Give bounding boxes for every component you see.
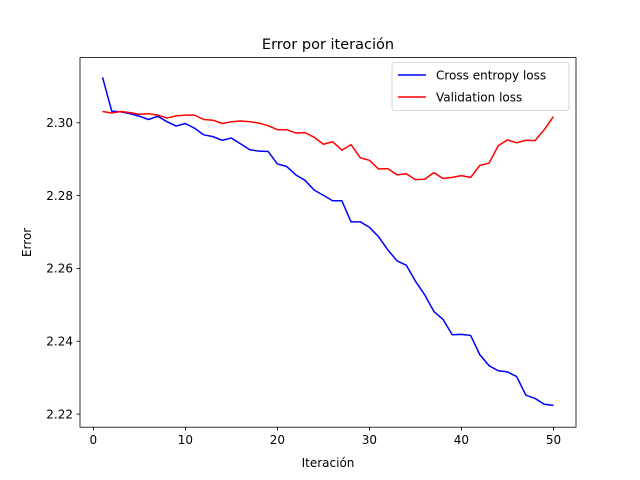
legend-box (391, 62, 570, 111)
x-tick-label: 10 (178, 433, 193, 447)
y-tick-label: 2.26 (46, 262, 73, 276)
x-axis-title: Iteración (302, 456, 355, 470)
y-axis: 2.22 2.24 2.26 2.28 2.30 (46, 116, 80, 421)
plot-lines (101, 77, 555, 407)
y-axis-title: Error (20, 228, 34, 257)
y-tick-label: 2.28 (46, 189, 73, 203)
y-tick-label: 2.30 (46, 116, 73, 130)
legend: Cross entropy loss Validation loss (391, 62, 570, 111)
series-line-cross-entropy-loss (101, 77, 554, 407)
legend-label-cross-entropy: Cross entropy loss (436, 69, 546, 83)
x-tick-label: 50 (546, 433, 561, 447)
x-axis: 0 10 20 30 40 50 (90, 427, 561, 447)
x-tick-label: 30 (362, 433, 377, 447)
y-tick-label: 2.24 (46, 335, 73, 349)
y-tick-label: 2.22 (46, 407, 73, 421)
chart-title: Error por iteración (262, 37, 394, 53)
x-tick-label: 0 (90, 433, 98, 447)
plot-frame (79, 57, 577, 428)
legend-label-validation: Validation loss (436, 91, 522, 105)
x-tick-label: 20 (270, 433, 285, 447)
x-tick-label: 40 (454, 433, 469, 447)
series-line-validation-loss (102, 110, 555, 181)
